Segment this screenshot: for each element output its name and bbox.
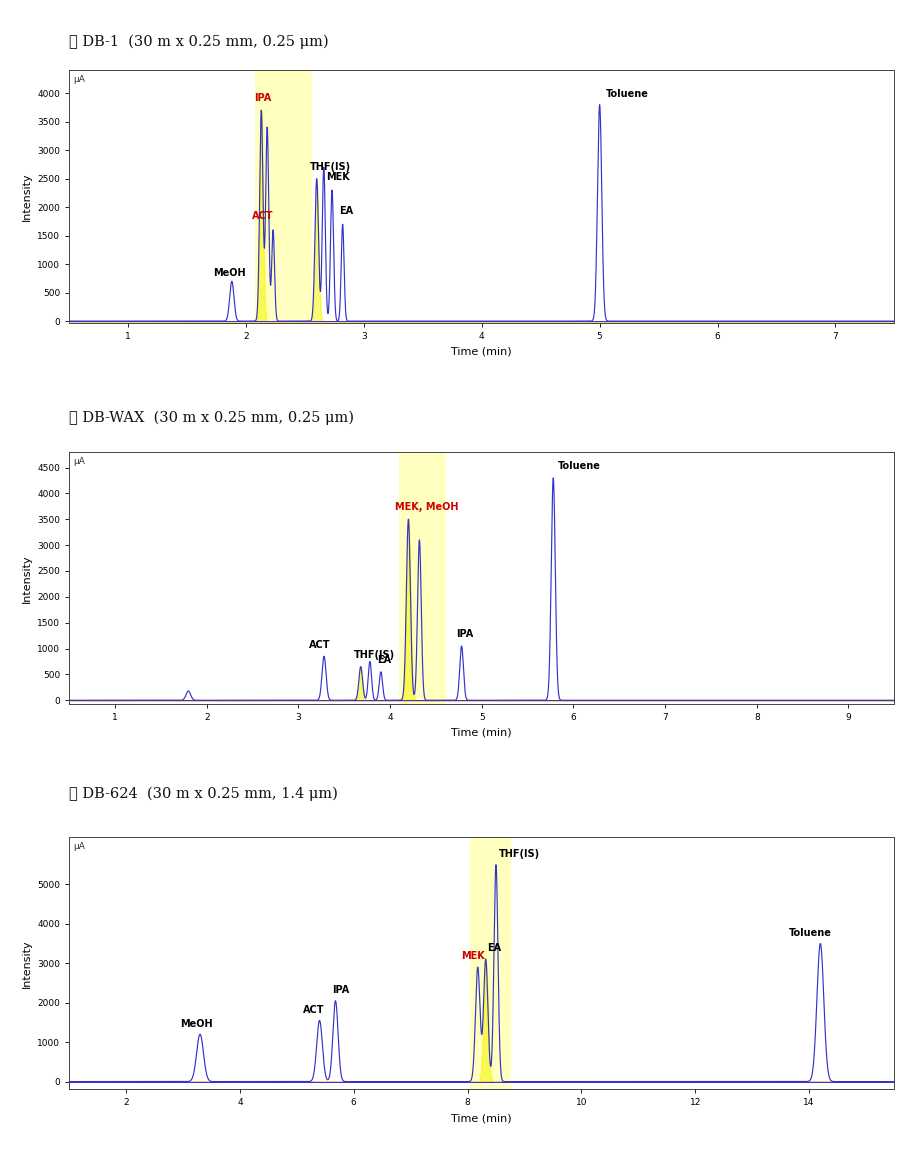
Text: μA: μA <box>73 75 85 85</box>
Text: MEK: MEK <box>326 171 349 182</box>
Text: ACT: ACT <box>310 640 331 649</box>
Text: IPA: IPA <box>254 94 271 103</box>
Text: THF(IS): THF(IS) <box>310 162 350 171</box>
Bar <box>255 70 311 323</box>
X-axis label: Time (min): Time (min) <box>452 346 512 357</box>
Text: μA: μA <box>73 842 85 851</box>
Text: EA: EA <box>339 205 353 216</box>
Text: IPA: IPA <box>456 629 473 639</box>
Text: Toluene: Toluene <box>558 461 601 471</box>
Text: MeOH: MeOH <box>213 268 245 278</box>
Text: ACT: ACT <box>302 1005 324 1014</box>
Text: Toluene: Toluene <box>789 927 832 938</box>
Bar <box>470 837 510 1089</box>
X-axis label: Time (min): Time (min) <box>452 1113 512 1124</box>
Y-axis label: Intensity: Intensity <box>21 173 31 221</box>
Bar <box>399 452 445 704</box>
Text: EA: EA <box>488 944 502 953</box>
Text: THF(IS): THF(IS) <box>499 849 540 858</box>
Text: THF(IS): THF(IS) <box>353 650 395 660</box>
Text: Toluene: Toluene <box>606 89 648 99</box>
X-axis label: Time (min): Time (min) <box>452 728 512 738</box>
Text: ① DB-1  (30 m x 0.25 mm, 0.25 μm): ① DB-1 (30 m x 0.25 mm, 0.25 μm) <box>69 35 329 49</box>
Text: μA: μA <box>73 457 85 466</box>
Text: MEK: MEK <box>461 951 484 962</box>
Text: ③ DB-624  (30 m x 0.25 mm, 1.4 μm): ③ DB-624 (30 m x 0.25 mm, 1.4 μm) <box>69 787 338 801</box>
Y-axis label: Intensity: Intensity <box>21 554 31 602</box>
Text: ACT: ACT <box>252 211 273 222</box>
Text: MeOH: MeOH <box>180 1019 213 1030</box>
Text: MEK, MeOH: MEK, MeOH <box>395 502 458 512</box>
Text: IPA: IPA <box>332 985 349 994</box>
Text: ② DB-WAX  (30 m x 0.25 mm, 0.25 μm): ② DB-WAX (30 m x 0.25 mm, 0.25 μm) <box>69 411 354 425</box>
Text: EA: EA <box>377 655 391 664</box>
Y-axis label: Intensity: Intensity <box>21 939 31 987</box>
